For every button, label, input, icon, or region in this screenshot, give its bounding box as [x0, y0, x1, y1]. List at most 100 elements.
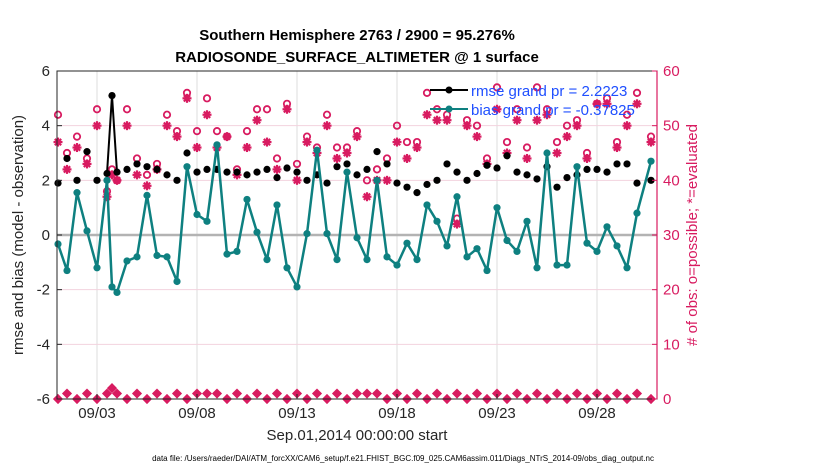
bias-point [533, 264, 541, 272]
obs_low_evaluated-marker [132, 388, 142, 399]
x-tick-label: 09/28 [578, 405, 616, 422]
obs-markers [53, 83, 656, 404]
obs_low_evaluated-marker [592, 388, 602, 399]
bias-point [593, 247, 601, 255]
obs_evaluated-marker [452, 219, 462, 229]
y-axis-right-label: # of obs: o=possible; *=evaluated [684, 124, 701, 346]
obs_possible-marker [72, 132, 82, 141]
obs_evaluated-marker [562, 132, 572, 142]
bias-point [113, 288, 121, 296]
obs_low_evaluated-marker [202, 388, 212, 399]
obs_possible-marker [142, 170, 152, 179]
rmse-point [143, 163, 151, 171]
rmse-point [423, 180, 431, 189]
x-tick-label: 09/18 [378, 405, 416, 422]
rmse-point [553, 183, 561, 191]
y-right-tick-label: 0 [663, 391, 671, 408]
rmse-point [493, 164, 501, 172]
obs_evaluated-marker [532, 115, 542, 125]
obs_low_evaluated-marker [532, 388, 542, 399]
obs_low_evaluated-marker [212, 388, 222, 399]
rmse-point [583, 165, 591, 173]
obs_possible-marker [332, 143, 342, 152]
legend: rmse grand pr = 2.2223 bias grand pr = -… [430, 83, 635, 119]
y-tick-label: 2 [42, 172, 50, 189]
bias-point [363, 256, 371, 264]
obs_evaluated-marker [302, 137, 312, 147]
rmse-point [373, 148, 381, 156]
obs_possible-marker [522, 143, 532, 152]
obs_low_evaluated-marker [82, 388, 92, 399]
y-tick-label: -6 [37, 391, 50, 408]
obs_evaluated-marker [352, 132, 362, 142]
bias-point [623, 264, 631, 272]
bias-point [183, 163, 191, 171]
bias-point [303, 230, 311, 238]
rmse-point [263, 165, 271, 173]
rmse-point [613, 160, 621, 168]
bias-point [193, 210, 201, 219]
rmse-point [153, 165, 161, 173]
bias-point [613, 242, 621, 250]
obs_evaluated-marker [582, 153, 592, 163]
rmse-point [453, 168, 461, 176]
obs_evaluated-marker [242, 143, 252, 153]
rmse-point [183, 149, 191, 157]
bias-point [133, 253, 141, 261]
y-axis-right: 0 10 20 30 40 50 60 [652, 63, 680, 408]
rmse-series [54, 92, 655, 197]
rmse-point [403, 183, 411, 191]
y-right-tick-label: 40 [663, 172, 680, 189]
obs_evaluated-marker [632, 99, 642, 109]
bias-point [573, 163, 581, 171]
obs_low_evaluated-marker [332, 388, 342, 399]
obs_evaluated-marker [72, 143, 82, 153]
obs_evaluated-marker [542, 110, 552, 120]
y-right-tick-label: 30 [663, 227, 680, 244]
bias-point [403, 239, 411, 247]
rmse-point [233, 168, 241, 176]
bias-point [54, 240, 62, 248]
obs_low_evaluated-marker [372, 388, 382, 399]
obs_evaluated-marker [622, 121, 632, 131]
obs_possible-marker [192, 127, 202, 136]
obs_low_evaluated-marker [62, 388, 72, 399]
bias-point [373, 176, 381, 184]
bias-point [413, 256, 421, 264]
obs_evaluated-marker [192, 143, 202, 153]
obs_evaluated-marker [182, 93, 192, 103]
rmse-point [593, 165, 601, 173]
rmse-point [623, 160, 631, 168]
rmse-point [343, 160, 351, 168]
obs_evaluated-marker [402, 153, 412, 163]
bias-point [443, 242, 451, 250]
obs_low_evaluated-marker [362, 388, 372, 399]
obs_evaluated-marker [572, 121, 582, 131]
rmse-point [323, 179, 331, 187]
bias-point [93, 264, 101, 272]
y-axis-label: rmse and bias (model - observation) [10, 115, 27, 355]
bias-point [103, 176, 111, 184]
rmse-point [163, 171, 171, 179]
bias-point [253, 228, 261, 236]
obs_low_evaluated-marker [152, 388, 162, 399]
obs_low_evaluated-marker [512, 388, 522, 399]
obs_possible-marker [53, 110, 63, 119]
obs_possible-marker [322, 110, 332, 119]
obs_evaluated-marker [646, 137, 656, 147]
rmse-point [243, 171, 251, 179]
obs_evaluated-marker [53, 137, 63, 147]
x-tick-label: 09/23 [478, 405, 516, 422]
y-tick-label: -2 [37, 282, 50, 299]
rmse-point [523, 171, 531, 179]
obs_low_evaluated-marker [172, 388, 182, 399]
obs_evaluated-marker [592, 99, 602, 109]
obs_evaluated-marker [552, 148, 562, 158]
rmse-point [133, 160, 141, 168]
bias-point [383, 253, 391, 261]
x-axis: 09/03 09/08 09/13 09/18 09/23 09/28 [78, 394, 616, 422]
rmse-point [108, 92, 116, 100]
rmse-point [83, 148, 91, 156]
obs_evaluated-marker [442, 115, 452, 125]
obs_low_evaluated-marker [252, 388, 262, 399]
